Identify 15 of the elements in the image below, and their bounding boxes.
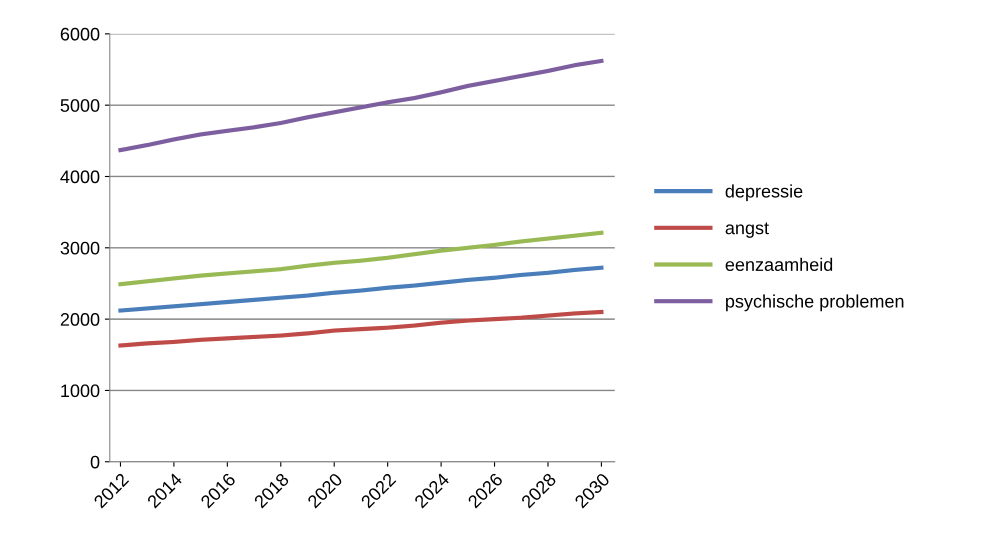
line-series xyxy=(118,58,604,152)
y-tick-label: 2000 xyxy=(60,313,100,326)
line-series xyxy=(118,230,604,286)
y-tick-label: 6000 xyxy=(60,28,100,41)
y-tick-label: 3000 xyxy=(60,242,100,255)
y-tick-label: 0 xyxy=(90,456,100,468)
y-tick-label: 4000 xyxy=(60,170,100,184)
legend-label: psychische problemen xyxy=(726,294,904,312)
line-series xyxy=(118,266,604,313)
legend-label: angst xyxy=(726,222,769,238)
legend-label: depressie xyxy=(726,184,802,202)
legend-label: eenzaamheid xyxy=(726,258,832,271)
y-tick-label: 5000 xyxy=(60,99,100,112)
line-series xyxy=(118,310,604,348)
y-tick-label: 1000 xyxy=(61,384,100,398)
